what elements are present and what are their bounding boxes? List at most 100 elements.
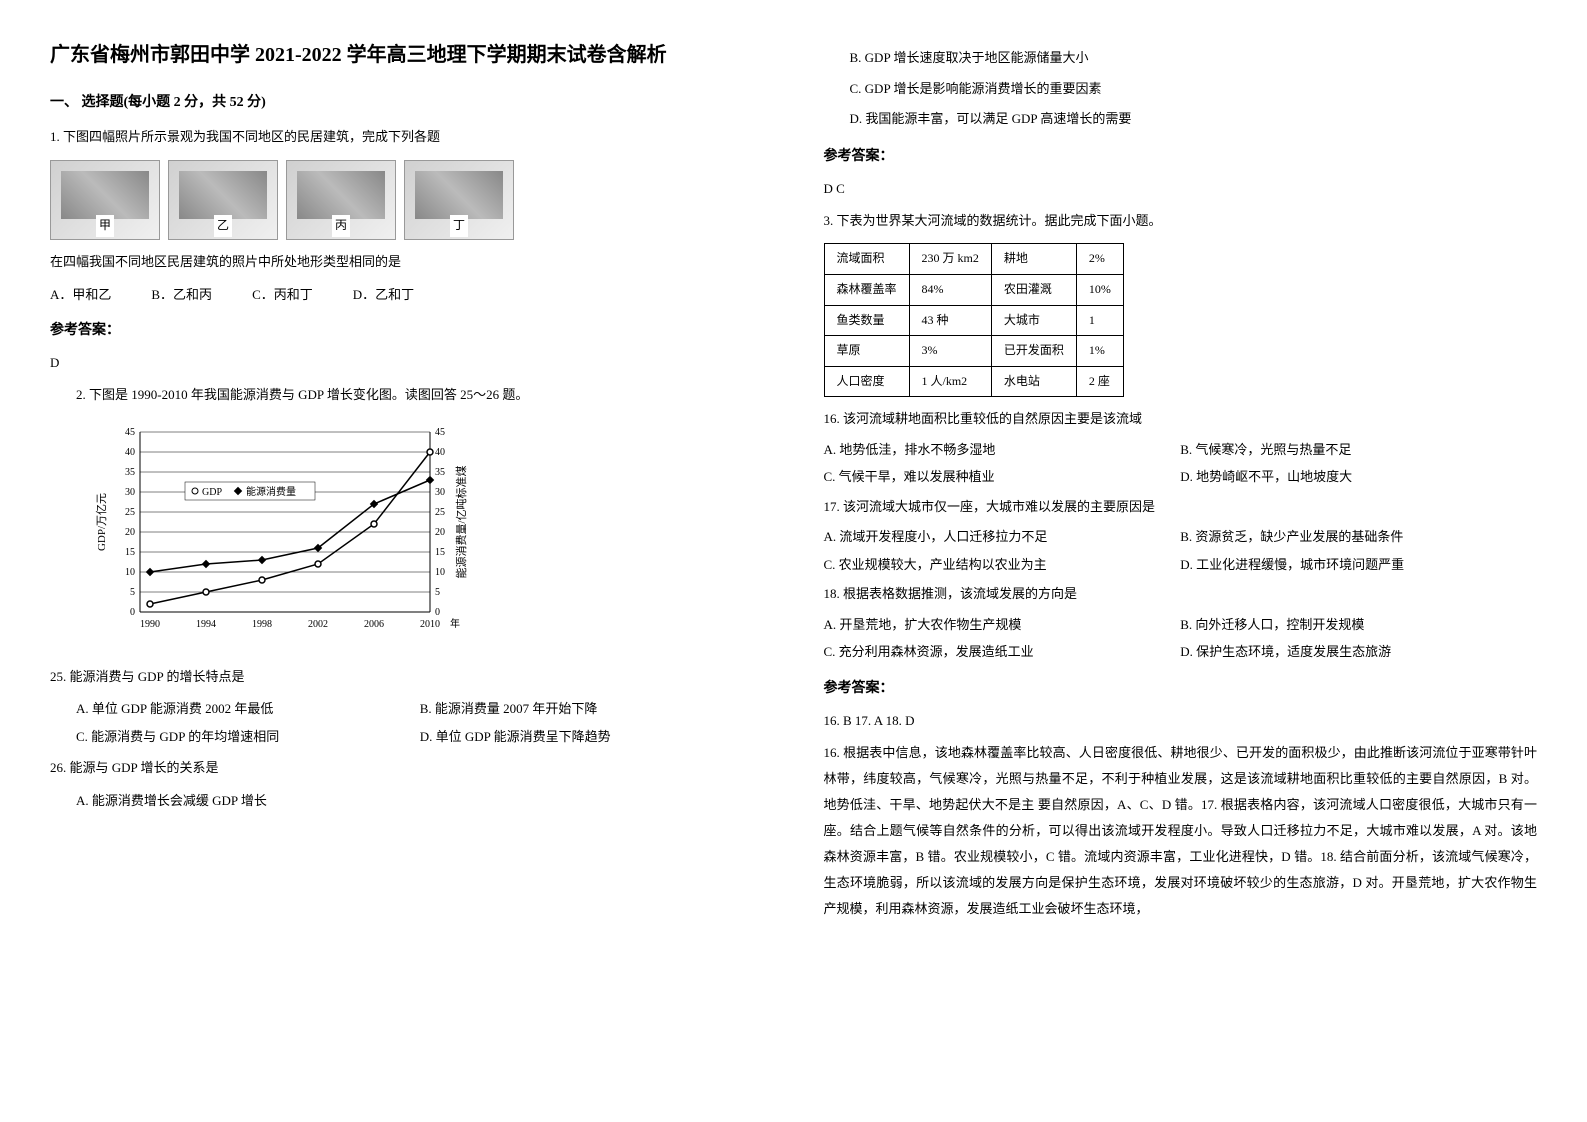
svg-text:25: 25 bbox=[125, 507, 135, 518]
table-cell: 10% bbox=[1076, 274, 1123, 305]
svg-text:GDP: GDP bbox=[202, 487, 222, 498]
q1-subtext: 在四幅我国不同地区民居建筑的照片中所处地形类型相同的是 bbox=[50, 250, 764, 275]
q1-options: A．甲和乙 B．乙和丙 C．丙和丁 D．乙和丁 bbox=[50, 283, 764, 306]
image-yi: 乙 bbox=[168, 160, 278, 240]
table-cell: 2 座 bbox=[1076, 366, 1123, 397]
document-title: 广东省梅州市郭田中学 2021-2022 学年高三地理下学期期末试卷含解析 bbox=[50, 40, 764, 70]
table-cell: 43 种 bbox=[909, 305, 991, 336]
q1-answer: D bbox=[50, 351, 764, 374]
svg-text:0: 0 bbox=[130, 607, 135, 618]
q17-options-ab: A. 流域开发程度小，人口迁移拉力不足 B. 资源贫乏，缺少产业发展的基础条件 bbox=[824, 525, 1538, 548]
q18-option-d: D. 保护生态环境，适度发展生态旅游 bbox=[1180, 640, 1537, 663]
table-cell: 大城市 bbox=[991, 305, 1076, 336]
table-cell: 流域面积 bbox=[824, 244, 909, 275]
q16-option-c: C. 气候干旱，难以发展种植业 bbox=[824, 465, 1181, 488]
q1-option-c: C．丙和丁 bbox=[252, 283, 313, 306]
image-ding: 丁 bbox=[404, 160, 514, 240]
svg-text:1998: 1998 bbox=[252, 619, 272, 630]
svg-text:45: 45 bbox=[125, 427, 135, 438]
q18-options-cd: C. 充分利用森林资源，发展造纸工业 D. 保护生态环境，适度发展生态旅游 bbox=[824, 640, 1538, 663]
table-cell: 已开发面积 bbox=[991, 336, 1076, 367]
table-cell: 鱼类数量 bbox=[824, 305, 909, 336]
q26-text: 26. 能源与 GDP 增长的关系是 bbox=[50, 756, 764, 781]
q16-option-b: B. 气候寒冷，光照与热量不足 bbox=[1180, 438, 1537, 461]
svg-text:15: 15 bbox=[125, 547, 135, 558]
table-cell: 1% bbox=[1076, 336, 1123, 367]
q1-answer-heading: 参考答案： bbox=[50, 318, 764, 343]
q16-option-d: D. 地势崎岖不平，山地坡度大 bbox=[1180, 465, 1537, 488]
table-cell: 84% bbox=[909, 274, 991, 305]
svg-text:20: 20 bbox=[125, 527, 135, 538]
svg-text:年: 年 bbox=[450, 617, 460, 630]
svg-text:1994: 1994 bbox=[196, 619, 216, 630]
table-row: 森林覆盖率84%农田灌溉10% bbox=[824, 274, 1123, 305]
q25-option-b: B. 能源消费量 2007 年开始下降 bbox=[420, 697, 764, 720]
q1-images: 甲 乙 丙 丁 bbox=[50, 160, 764, 240]
svg-text:2010: 2010 bbox=[420, 619, 440, 630]
q2-chart: 0 5 10 15 20 25 30 35 40 45 0 5 10 bbox=[90, 422, 470, 649]
svg-text:15: 15 bbox=[435, 547, 445, 558]
q18-text: 18. 根据表格数据推测，该流域发展的方向是 bbox=[824, 582, 1538, 607]
svg-text:30: 30 bbox=[435, 487, 445, 498]
q3-answer-heading: 参考答案： bbox=[824, 676, 1538, 701]
svg-text:5: 5 bbox=[130, 587, 135, 598]
table-cell: 3% bbox=[909, 336, 991, 367]
svg-text:10: 10 bbox=[435, 567, 445, 578]
svg-text:0: 0 bbox=[435, 607, 440, 618]
right-column: B. GDP 增长速度取决于地区能源储量大小 C. GDP 增长是影响能源消费增… bbox=[824, 40, 1538, 930]
svg-text:能源消费量/亿吨标准煤: 能源消费量/亿吨标准煤 bbox=[454, 466, 468, 579]
q1-option-d: D．乙和丁 bbox=[353, 283, 414, 306]
svg-text:40: 40 bbox=[435, 447, 445, 458]
table-row: 流域面积230 万 km2耕地2% bbox=[824, 244, 1123, 275]
q17-option-b: B. 资源贫乏，缺少产业发展的基础条件 bbox=[1180, 525, 1537, 548]
q2-answer: D C bbox=[824, 177, 1538, 200]
svg-text:35: 35 bbox=[435, 467, 445, 478]
svg-text:30: 30 bbox=[125, 487, 135, 498]
svg-text:2002: 2002 bbox=[308, 619, 328, 630]
q18-option-c: C. 充分利用森林资源，发展造纸工业 bbox=[824, 640, 1181, 663]
svg-text:2006: 2006 bbox=[364, 619, 384, 630]
q25-option-d: D. 单位 GDP 能源消费呈下降趋势 bbox=[420, 725, 764, 748]
table-cell: 2% bbox=[1076, 244, 1123, 275]
svg-text:40: 40 bbox=[125, 447, 135, 458]
q2-text: 2. 下图是 1990-2010 年我国能源消费与 GDP 增长变化图。读图回答… bbox=[50, 383, 764, 408]
q16-option-a: A. 地势低洼，排水不畅多湿地 bbox=[824, 438, 1181, 461]
q2-answer-heading: 参考答案： bbox=[824, 144, 1538, 169]
q18-options-ab: A. 开垦荒地，扩大农作物生产规模 B. 向外迁移人口，控制开发规模 bbox=[824, 613, 1538, 636]
q25-options-cd: C. 能源消费与 GDP 的年均增速相同 D. 单位 GDP 能源消费呈下降趋势 bbox=[50, 725, 764, 748]
q18-option-a: A. 开垦荒地，扩大农作物生产规模 bbox=[824, 613, 1181, 636]
q3-table: 流域面积230 万 km2耕地2%森林覆盖率84%农田灌溉10%鱼类数量43 种… bbox=[824, 243, 1124, 397]
q25-text: 25. 能源消费与 GDP 的增长特点是 bbox=[50, 665, 764, 690]
table-cell: 1 bbox=[1076, 305, 1123, 336]
q17-option-c: C. 农业规模较大，产业结构以农业为主 bbox=[824, 553, 1181, 576]
q17-option-a: A. 流域开发程度小，人口迁移拉力不足 bbox=[824, 525, 1181, 548]
q3-text: 3. 下表为世界某大河流域的数据统计。据此完成下面小题。 bbox=[824, 209, 1538, 234]
svg-text:5: 5 bbox=[435, 587, 440, 598]
section-heading: 一、 选择题(每小题 2 分，共 52 分) bbox=[50, 90, 764, 115]
q26-option-a: A. 能源消费增长会减缓 GDP 增长 bbox=[50, 789, 764, 814]
q17-option-d: D. 工业化进程缓慢，城市环境问题严重 bbox=[1180, 553, 1537, 576]
table-cell: 人口密度 bbox=[824, 366, 909, 397]
table-row: 草原3%已开发面积1% bbox=[824, 336, 1123, 367]
table-cell: 农田灌溉 bbox=[991, 274, 1076, 305]
image-jia: 甲 bbox=[50, 160, 160, 240]
q16-options-ab: A. 地势低洼，排水不畅多湿地 B. 气候寒冷，光照与热量不足 bbox=[824, 438, 1538, 461]
q26-option-c: C. GDP 增长是影响能源消费增长的重要因素 bbox=[824, 77, 1538, 102]
table-cell: 草原 bbox=[824, 336, 909, 367]
q1-text: 1. 下图四幅照片所示景观为我国不同地区的民居建筑，完成下列各题 bbox=[50, 125, 764, 150]
svg-text:20: 20 bbox=[435, 527, 445, 538]
table-cell: 森林覆盖率 bbox=[824, 274, 909, 305]
q18-option-b: B. 向外迁移人口，控制开发规模 bbox=[1180, 613, 1537, 636]
left-column: 广东省梅州市郭田中学 2021-2022 学年高三地理下学期期末试卷含解析 一、… bbox=[50, 40, 764, 930]
svg-text:能源消费量: 能源消费量 bbox=[246, 485, 296, 498]
svg-text:GDP/万亿元: GDP/万亿元 bbox=[95, 493, 108, 551]
q16-options-cd: C. 气候干旱，难以发展种植业 D. 地势崎岖不平，山地坡度大 bbox=[824, 465, 1538, 488]
q3-answer: 16. B 17. A 18. D bbox=[824, 709, 1538, 732]
q1-option-a: A．甲和乙 bbox=[50, 283, 111, 306]
q17-options-cd: C. 农业规模较大，产业结构以农业为主 D. 工业化进程缓慢，城市环境问题严重 bbox=[824, 553, 1538, 576]
svg-text:10: 10 bbox=[125, 567, 135, 578]
line-chart-svg: 0 5 10 15 20 25 30 35 40 45 0 5 10 bbox=[90, 422, 470, 642]
svg-text:45: 45 bbox=[435, 427, 445, 438]
table-cell: 耕地 bbox=[991, 244, 1076, 275]
q26-option-d: D. 我国能源丰富，可以满足 GDP 高速增长的需要 bbox=[824, 107, 1538, 132]
